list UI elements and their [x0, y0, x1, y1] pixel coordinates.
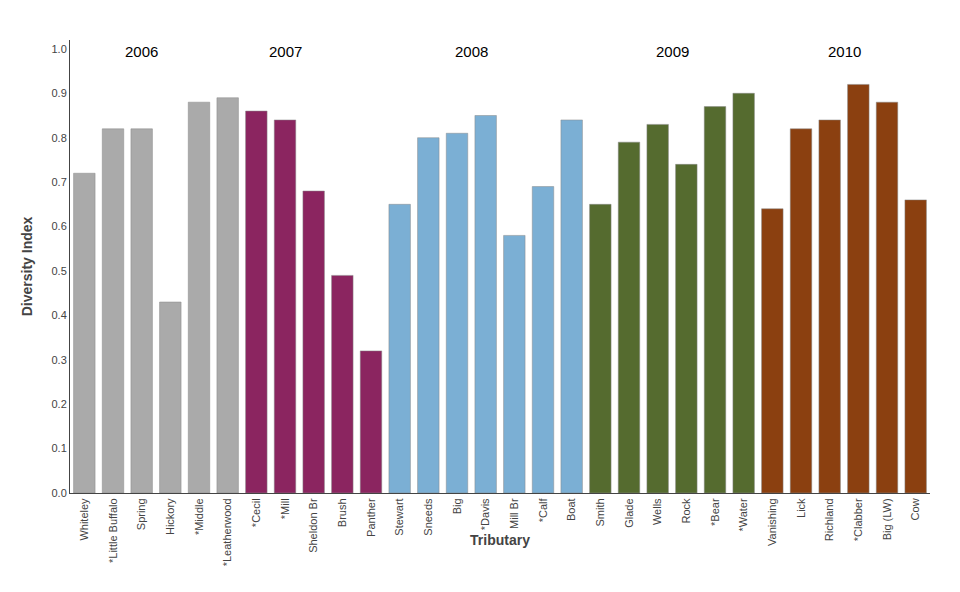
svg-text:*Clabber: *Clabber: [852, 498, 864, 541]
svg-text:Big: Big: [451, 498, 463, 514]
svg-text:2008: 2008: [455, 43, 488, 60]
svg-text:Vanishing: Vanishing: [766, 498, 778, 545]
svg-text:*Bear: *Bear: [709, 498, 721, 526]
svg-text:Big (LW): Big (LW): [881, 498, 893, 540]
svg-text:*Cecil: *Cecil: [250, 498, 262, 527]
svg-text:2009: 2009: [656, 43, 689, 60]
svg-text:*Little Buffalo: *Little Buffalo: [107, 498, 119, 563]
svg-text:2006: 2006: [125, 43, 158, 60]
svg-text:Smith: Smith: [594, 498, 606, 526]
svg-text:Cow: Cow: [909, 498, 921, 520]
svg-text:Lick: Lick: [795, 498, 807, 518]
svg-text:Hickory: Hickory: [164, 498, 176, 535]
svg-text:Richland: Richland: [823, 498, 835, 541]
svg-text:2010: 2010: [828, 43, 861, 60]
svg-text:Sneeds: Sneeds: [422, 498, 434, 536]
svg-text:*Water: *Water: [737, 498, 749, 532]
svg-text:0.7: 0.7: [52, 176, 67, 188]
svg-text:0.1: 0.1: [52, 442, 67, 454]
svg-text:*Davis: *Davis: [479, 498, 491, 530]
svg-text:0.0: 0.0: [52, 487, 67, 499]
svg-text:0.8: 0.8: [52, 132, 67, 144]
svg-text:Mill Br: Mill Br: [508, 498, 520, 529]
svg-text:0.4: 0.4: [52, 309, 67, 321]
svg-text:0.3: 0.3: [52, 354, 67, 366]
svg-text:*Mill: *Mill: [279, 498, 291, 519]
svg-text:Tributary: Tributary: [470, 532, 530, 548]
svg-text:Boat: Boat: [565, 498, 577, 521]
svg-text:0.9: 0.9: [52, 87, 67, 99]
svg-text:Sheldon Br: Sheldon Br: [307, 498, 319, 553]
svg-text:Brush: Brush: [336, 498, 348, 527]
svg-text:0.5: 0.5: [52, 265, 67, 277]
svg-text:Glade: Glade: [623, 498, 635, 527]
svg-text:0.6: 0.6: [52, 220, 67, 232]
svg-text:*Calf: *Calf: [537, 497, 549, 522]
svg-text:Panther: Panther: [365, 498, 377, 537]
svg-text:0.2: 0.2: [52, 398, 67, 410]
svg-text:Spring: Spring: [135, 498, 147, 530]
svg-text:*Middle: *Middle: [193, 498, 205, 535]
svg-text:Rock: Rock: [680, 498, 692, 524]
svg-text:Stewart: Stewart: [393, 498, 405, 535]
svg-text:*Leatherwood: *Leatherwood: [221, 498, 233, 566]
svg-text:1.0: 1.0: [52, 43, 67, 55]
svg-text:Wells: Wells: [651, 498, 663, 525]
svg-text:Whiteley: Whiteley: [78, 498, 90, 541]
svg-text:2007: 2007: [269, 43, 302, 60]
svg-text:Diversity Index: Diversity Index: [19, 216, 35, 316]
